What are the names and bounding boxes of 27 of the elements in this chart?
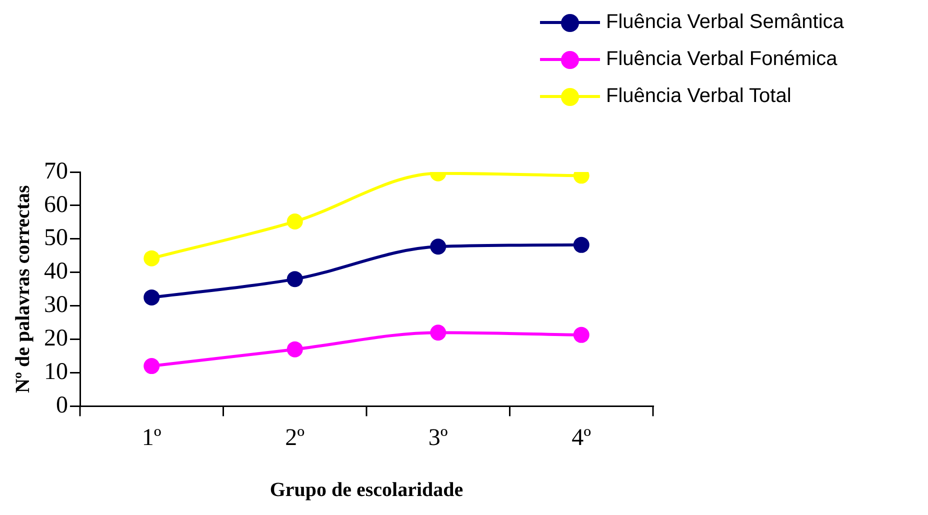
y-tick-label: 30 (44, 292, 68, 318)
x-tick-label: 3º (428, 424, 448, 451)
point (573, 236, 590, 253)
legend-label: Fluência Verbal Semântica (606, 11, 844, 34)
y-tick-label: 70 (44, 158, 68, 184)
point (144, 250, 160, 266)
x-tick-label: 4º (572, 424, 592, 451)
y-tick-label: 50 (44, 225, 68, 252)
x-axis-title: Grupo de escolaridade (270, 479, 464, 502)
x-tick-label: 1º (142, 424, 162, 451)
y-axis-title: Nº de palavras correctas (12, 184, 34, 394)
point (430, 324, 446, 341)
point (144, 289, 160, 306)
point (430, 238, 446, 255)
point (144, 358, 160, 374)
y-tick-label: 0 (56, 392, 68, 418)
y-tick-label: 40 (44, 258, 68, 285)
y-tick-label: 20 (44, 326, 68, 352)
point (286, 341, 303, 358)
point (573, 326, 590, 343)
legend-label: Fluência Verbal Fonémica (606, 48, 838, 71)
legend-label: Fluência Verbal Total (606, 85, 792, 108)
y-tick-label: 60 (44, 192, 68, 218)
y-tick-label: 10 (44, 359, 68, 386)
point (286, 214, 303, 230)
point (286, 271, 303, 288)
x-tick-label: 2º (285, 424, 306, 451)
